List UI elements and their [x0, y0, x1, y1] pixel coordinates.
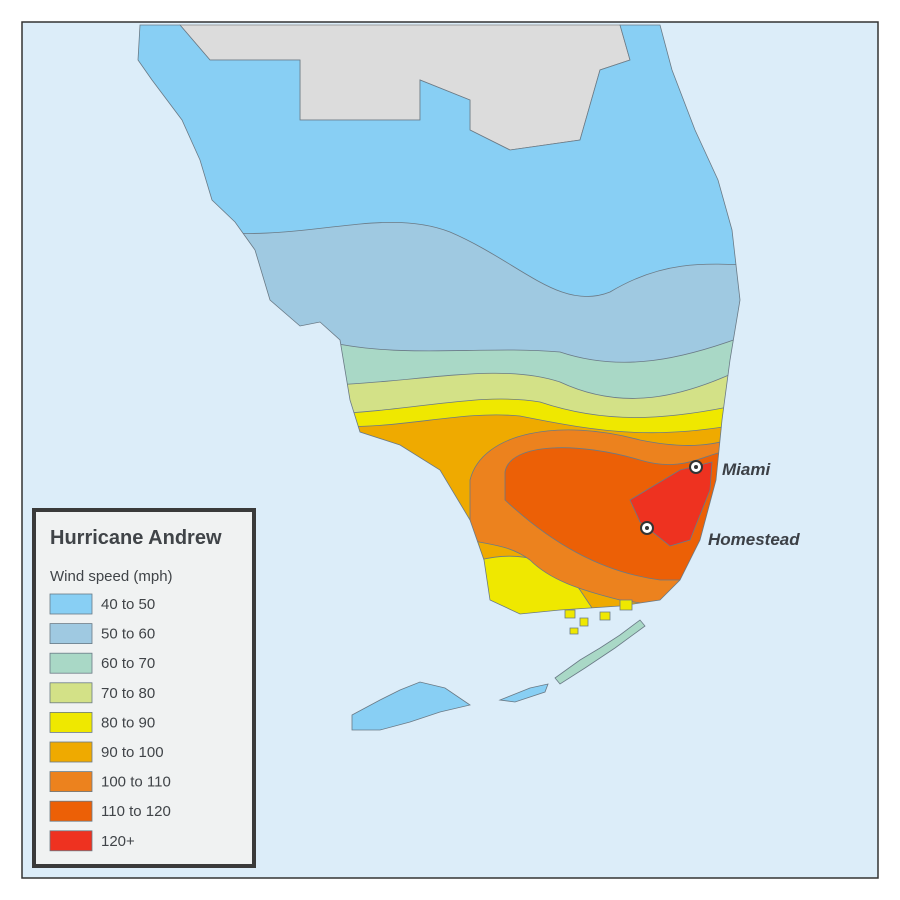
legend-title: Hurricane Andrew [50, 527, 222, 549]
legend-label: 80 to 90 [101, 714, 155, 731]
legend-swatch [49, 682, 93, 704]
legend-label: 50 to 60 [101, 626, 155, 643]
legend-swatch [49, 593, 93, 615]
city-marker-dot [694, 465, 698, 469]
island [498, 683, 549, 703]
legend-swatch [49, 712, 93, 733]
legend-swatch [49, 830, 93, 852]
legend-label: 120+ [101, 833, 135, 850]
island [554, 619, 646, 685]
island [564, 599, 633, 635]
keys [351, 599, 646, 731]
legend-subtitle: Wind speed (mph) [50, 568, 173, 585]
legend-swatch [49, 652, 93, 674]
legend-swatch [49, 623, 93, 644]
legend: Hurricane Andrew Wind speed (mph) 40 to … [32, 508, 256, 868]
coastline [137, 24, 741, 615]
legend-swatch [49, 771, 93, 792]
city-label: Miami [722, 460, 771, 479]
legend-label: 110 to 120 [101, 803, 171, 820]
legend-label: 40 to 50 [101, 596, 155, 613]
city-miami: Miami [689, 460, 771, 479]
legend-label: 90 to 100 [101, 744, 164, 761]
island [351, 681, 471, 731]
legend-swatch [49, 741, 93, 763]
legend-label: 70 to 80 [101, 685, 155, 702]
legend-label: 100 to 110 [101, 774, 171, 791]
legend-swatch [49, 800, 93, 822]
city-homestead: Homestead [640, 521, 800, 549]
city-label: Homestead [708, 530, 800, 549]
legend-label: 60 to 70 [101, 655, 155, 672]
city-marker-dot [645, 526, 649, 530]
